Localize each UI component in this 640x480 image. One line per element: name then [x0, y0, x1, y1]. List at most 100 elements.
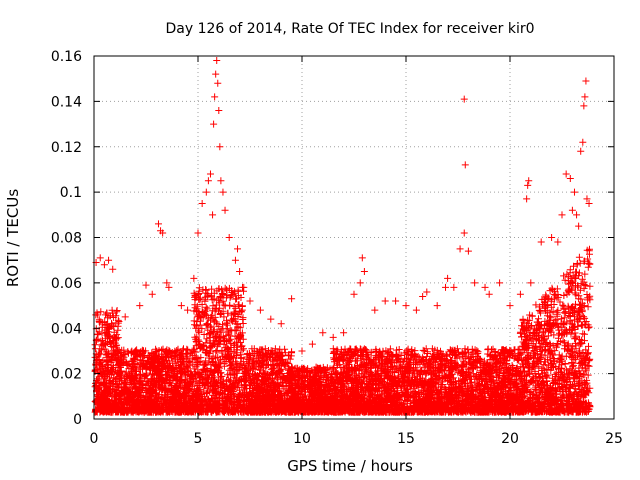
- data-point: [142, 281, 150, 289]
- y-tick-label: 0.16: [51, 49, 82, 65]
- data-point: [481, 283, 489, 291]
- data-point: [177, 302, 185, 310]
- data-point: [356, 279, 364, 287]
- data-point: [516, 290, 524, 298]
- x-tick-label: 25: [605, 431, 623, 447]
- data-point: [288, 295, 296, 303]
- x-tick-label: 10: [293, 431, 311, 447]
- data-point: [234, 245, 242, 253]
- data-point: [460, 95, 468, 103]
- data-point: [575, 222, 583, 230]
- data-point: [442, 283, 450, 291]
- data-point: [329, 333, 337, 341]
- data-point: [423, 288, 431, 296]
- data-point: [360, 268, 368, 276]
- tick-labels: 0 5 10 15 20 25 0 0.02 0.04 0.06 0.08 0.1 0.12 0.14 0.…: [51, 49, 623, 447]
- data-point: [392, 297, 400, 305]
- data-point: [496, 279, 504, 287]
- x-axis-label: GPS time / hours: [287, 457, 413, 475]
- data-point: [412, 306, 420, 314]
- data-point: [566, 175, 574, 183]
- data-point: [209, 211, 217, 219]
- y-tick-label: 0.06: [51, 276, 82, 292]
- data-point: [202, 188, 210, 196]
- data-point: [525, 177, 533, 185]
- data-point: [350, 290, 358, 298]
- data-point: [221, 206, 229, 214]
- data-point: [456, 245, 464, 253]
- data-point: [194, 229, 202, 237]
- y-tick-label: 0.08: [51, 231, 82, 247]
- data-point: [554, 238, 562, 246]
- y-tick-label: 0.12: [51, 140, 82, 156]
- data-point: [419, 292, 427, 300]
- y-tick-label: 0.02: [51, 367, 82, 383]
- data-point: [277, 320, 285, 328]
- data-point: [568, 206, 576, 214]
- data-point: [444, 274, 452, 282]
- data-point: [165, 283, 173, 291]
- data-point: [562, 170, 570, 178]
- data-point: [583, 195, 591, 203]
- data-point-cloud: [91, 245, 594, 416]
- data-point: [580, 102, 588, 110]
- data-point: [506, 302, 514, 310]
- data-point: [433, 302, 441, 310]
- data-point: [570, 188, 578, 196]
- data-point: [231, 256, 239, 264]
- data-point: [214, 79, 222, 87]
- data-point: [524, 181, 532, 189]
- y-tick-label: 0.04: [51, 321, 82, 337]
- data-point: [256, 306, 264, 314]
- data-point: [225, 234, 233, 241]
- data-point: [579, 138, 587, 146]
- data-point: [402, 302, 410, 310]
- axis-ticks: [93, 55, 615, 420]
- x-tick-label: 5: [194, 431, 203, 447]
- data-point: [582, 77, 590, 85]
- data-point: [213, 57, 221, 65]
- data-point: [216, 143, 224, 151]
- data-point: [558, 211, 566, 219]
- data-point: [464, 247, 472, 255]
- data-point: [154, 220, 162, 228]
- data-point: [121, 313, 129, 321]
- data-point: [371, 306, 379, 314]
- data-point: [461, 161, 469, 169]
- data-point: [340, 329, 348, 337]
- grid: [94, 56, 614, 419]
- data-point: [100, 261, 108, 269]
- data-point: [581, 93, 589, 101]
- data-point: [527, 279, 535, 287]
- data-point: [585, 199, 593, 207]
- data-point: [217, 177, 225, 185]
- y-tick-label: 0.14: [51, 94, 82, 110]
- x-tick-label: 0: [90, 431, 99, 447]
- data-point: [219, 188, 227, 196]
- data-point: [381, 297, 389, 305]
- chart-title: Day 126 of 2014, Rate Of TEC Index for r…: [165, 21, 534, 37]
- data-point: [96, 254, 104, 262]
- data-point: [148, 290, 156, 298]
- data-point: [573, 211, 581, 219]
- data-point: [206, 170, 214, 178]
- data-point: [212, 70, 220, 78]
- data-point: [471, 279, 479, 287]
- data-point: [184, 306, 192, 314]
- data-point: [298, 347, 306, 355]
- data-point: [246, 297, 254, 305]
- data-point: [548, 234, 556, 241]
- data-point: [105, 256, 113, 264]
- data-point: [537, 238, 545, 246]
- data-point: [198, 199, 206, 207]
- data-point: [210, 120, 218, 128]
- data-point: [236, 268, 244, 276]
- data-point: [109, 265, 117, 273]
- data-point: [308, 340, 316, 348]
- data-point: [460, 229, 468, 237]
- data-point: [240, 283, 248, 291]
- data-point: [190, 274, 198, 282]
- data-point: [358, 254, 366, 262]
- data-point: [136, 302, 144, 310]
